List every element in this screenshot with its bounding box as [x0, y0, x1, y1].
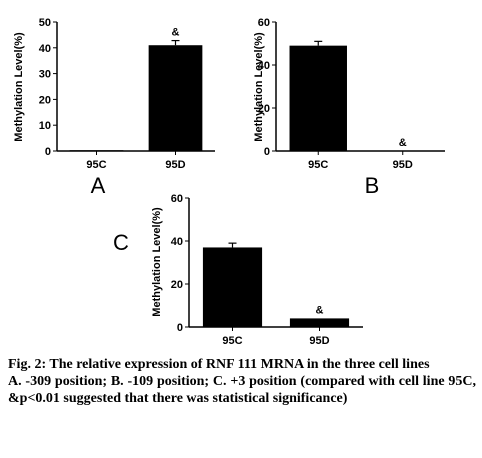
y-axis-label-b: Methylation Level(%) [253, 32, 265, 142]
significance-mark-c: & [316, 304, 324, 316]
caption-body: A. -309 position; B. -109 position; C. +… [8, 374, 476, 406]
figure-caption: Fig. 2: The relative expression of RNF 1… [8, 356, 476, 407]
bar-c-95d [289, 318, 350, 327]
y-tick-label-b: 40 [258, 60, 270, 72]
panel-letter-c: C [113, 230, 129, 255]
y-tick-label-b: 20 [258, 103, 270, 115]
significance-mark-b: & [399, 137, 407, 149]
y-axis-label-a: Methylation Level(%) [13, 32, 25, 142]
caption-title: Fig. 2: The relative expression of RNF 1… [8, 357, 430, 372]
bar-b-95c [289, 45, 347, 151]
y-tick-label-c: 20 [171, 279, 183, 291]
y-tick-label-a: 50 [39, 17, 51, 29]
significance-mark-a: & [172, 27, 180, 39]
panel-letter-b: B [365, 173, 380, 198]
bar-a-95c [69, 150, 124, 152]
y-tick-label-a: 30 [39, 69, 51, 81]
bar-a-95d [148, 45, 203, 151]
y-tick-label-a: 40 [39, 43, 51, 55]
y-axis-label-c: Methylation Level(%) [151, 207, 163, 317]
bar-c-95c [202, 247, 263, 327]
y-tick-label-c: 60 [171, 193, 183, 205]
category-label-c: 95C [222, 335, 242, 347]
y-tick-label-c: 40 [171, 236, 183, 248]
y-tick-label-c: 0 [177, 322, 183, 334]
category-label-b: 95D [393, 159, 413, 171]
category-label-a: 95D [165, 159, 185, 171]
y-tick-label-b: 60 [258, 17, 270, 29]
panel-letter-a: A [91, 173, 106, 198]
y-tick-label-a: 20 [39, 94, 51, 106]
y-tick-label-a: 10 [39, 120, 51, 132]
category-label-b: 95C [308, 159, 328, 171]
y-tick-label-a: 0 [45, 146, 51, 158]
y-tick-label-b: 0 [264, 146, 270, 158]
category-label-c: 95D [309, 335, 329, 347]
category-label-a: 95C [86, 159, 106, 171]
